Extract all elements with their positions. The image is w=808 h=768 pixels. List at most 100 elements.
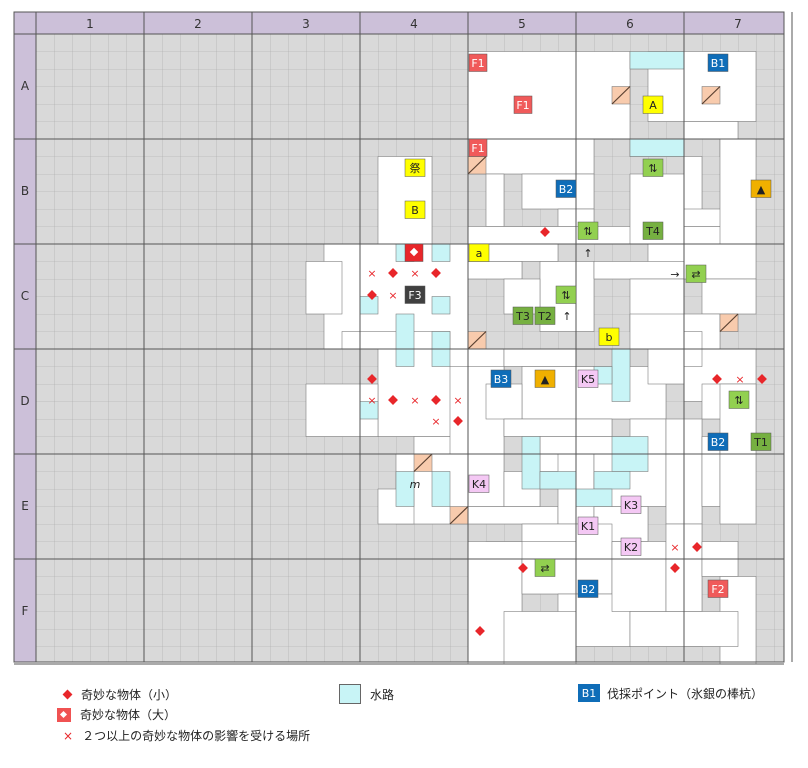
svg-text:T4: T4 [645, 225, 660, 238]
col-label-3: 3 [302, 17, 310, 31]
overlap-marker: × [410, 394, 419, 407]
svg-text:b: b [606, 331, 613, 344]
marker-f1: F1 [513, 95, 533, 114]
small-object-marker [757, 374, 767, 384]
svg-text:T2: T2 [537, 310, 552, 323]
marker-b2: B2 [577, 579, 599, 598]
marker-a: A [642, 95, 664, 114]
row-labels: A B C D E F [20, 79, 30, 618]
svg-text:↑: ↑ [562, 310, 571, 323]
marker-m: m [410, 478, 421, 491]
small-object-marker [692, 542, 702, 552]
marker-t4: T4 [642, 221, 664, 240]
svg-text:a: a [476, 247, 483, 260]
svg-text:K4: K4 [472, 478, 486, 491]
svg-text:⇄: ⇄ [691, 268, 700, 281]
svg-text:⇅: ⇅ [734, 394, 743, 407]
svg-text:⇅: ⇅ [583, 225, 592, 238]
svg-text:F1: F1 [471, 57, 484, 70]
svg-text:▲: ▲ [541, 373, 550, 386]
svg-text:K1: K1 [581, 520, 595, 533]
col-label-2: 2 [194, 17, 202, 31]
water-swatch-icon [339, 684, 361, 704]
small-object-icon [62, 689, 73, 700]
marker-stairs-updown: ⇅ [642, 158, 664, 177]
row-label-c: C [21, 289, 29, 303]
col-label-5: 5 [518, 17, 526, 31]
legend-water-label: 水路 [370, 687, 395, 702]
svg-text:B2: B2 [581, 583, 596, 596]
legend-overlap-label: ２つ以上の奇妙な物体の影響を受ける場所 [82, 729, 311, 743]
overlap-marker: × [735, 373, 744, 386]
marker-warp: ⇄ [685, 264, 707, 283]
overlap-marker: × [367, 394, 376, 407]
marker-a-small: a [468, 243, 490, 262]
overlap-marker: × [453, 394, 462, 407]
svg-text:B1: B1 [711, 57, 726, 70]
overlap-marker: × [670, 541, 679, 554]
marker-k3: K3 [620, 495, 642, 514]
large-object-icon [57, 707, 71, 722]
marker-arrow-right: → [670, 268, 679, 281]
logging-point-icon: B1 [578, 684, 600, 702]
marker-b: B [404, 200, 426, 219]
svg-text:祭: 祭 [410, 162, 421, 175]
legend-large-object: 奇妙な物体（大） [57, 706, 176, 723]
overlap-marker: × [367, 267, 376, 280]
svg-text:F3: F3 [408, 289, 421, 302]
svg-text:↑: ↑ [583, 247, 592, 260]
marker-t3: T3 [512, 306, 534, 325]
small-object-marker [453, 416, 463, 426]
legend-water: 水路 [339, 684, 394, 704]
small-object-marker [367, 290, 377, 300]
marker-k1: K1 [577, 516, 599, 535]
small-object-marker [388, 268, 398, 278]
marker-warp: ⇄ [534, 558, 556, 577]
svg-text:⇄: ⇄ [540, 562, 549, 575]
svg-text:A: A [649, 99, 657, 112]
col-label-7: 7 [734, 17, 742, 31]
row-label-a: A [21, 79, 30, 93]
svg-text:m: m [410, 478, 421, 491]
marker-b2: B2 [555, 179, 577, 198]
small-object-marker [518, 563, 528, 573]
marker-k2: K2 [620, 537, 642, 556]
small-object-marker [367, 374, 377, 384]
small-object-marker [540, 227, 550, 237]
svg-text:B3: B3 [494, 373, 509, 386]
marker-b2: B2 [707, 432, 729, 451]
small-object-marker [431, 268, 441, 278]
svg-text:K5: K5 [581, 373, 595, 386]
small-object-marker [475, 626, 485, 636]
large-object-marker [404, 243, 424, 262]
col-label-4: 4 [410, 17, 418, 31]
svg-text:B: B [411, 204, 419, 217]
marker-b1: B1 [707, 53, 729, 72]
svg-text:F2: F2 [711, 583, 724, 596]
overlap-marker: × [388, 289, 397, 302]
column-header-bar [14, 12, 784, 34]
overlap-marker: × [410, 267, 419, 280]
overlap-marker: × [431, 415, 440, 428]
marker-f1: F1 [468, 53, 488, 72]
row-label-b: B [21, 184, 29, 198]
svg-text:⇅: ⇅ [561, 289, 570, 302]
small-object-marker [388, 395, 398, 405]
marker-stairs-updown: ⇅ [577, 221, 599, 240]
overlap-x-icon: × [63, 728, 74, 743]
section-lines [13, 11, 793, 665]
row-label-e: E [21, 499, 29, 513]
small-object-marker [712, 374, 722, 384]
svg-text:T1: T1 [753, 436, 768, 449]
marker-t2: T2 [534, 306, 556, 325]
stairs-layer [413, 86, 739, 525]
col-label-6: 6 [626, 17, 634, 31]
marker-b-small: b [598, 327, 620, 346]
marker-stairs-updown: ⇅ [728, 390, 750, 409]
svg-text:▲: ▲ [757, 183, 766, 196]
marker-event-triangle: ▲ [750, 179, 772, 198]
marker-festival: 祭 [404, 158, 426, 177]
marker-k4: K4 [468, 474, 490, 493]
marker-stairs-updown: ⇅ [555, 285, 577, 304]
